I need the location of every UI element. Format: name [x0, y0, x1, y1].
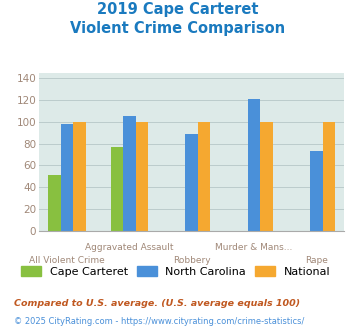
Text: 2019 Cape Carteret: 2019 Cape Carteret — [97, 2, 258, 16]
Bar — [48, 175, 61, 231]
Text: Compared to U.S. average. (U.S. average equals 100): Compared to U.S. average. (U.S. average … — [14, 299, 300, 308]
Bar — [310, 151, 323, 231]
Text: Robbery: Robbery — [173, 256, 211, 265]
Bar — [260, 122, 273, 231]
Text: Aggravated Assault: Aggravated Assault — [85, 243, 174, 251]
Text: All Violent Crime: All Violent Crime — [29, 256, 105, 265]
Text: © 2025 CityRating.com - https://www.cityrating.com/crime-statistics/: © 2025 CityRating.com - https://www.city… — [14, 317, 305, 326]
Bar — [111, 147, 123, 231]
Bar — [323, 122, 335, 231]
Bar — [73, 122, 86, 231]
Bar — [123, 116, 136, 231]
Bar — [136, 122, 148, 231]
Bar — [198, 122, 211, 231]
Bar — [61, 124, 73, 231]
Text: Violent Crime Comparison: Violent Crime Comparison — [70, 21, 285, 36]
Text: Murder & Mans...: Murder & Mans... — [215, 243, 293, 251]
Legend: Cape Carteret, North Carolina, National: Cape Carteret, North Carolina, National — [16, 262, 335, 281]
Bar — [185, 134, 198, 231]
Text: Rape: Rape — [305, 256, 328, 265]
Bar — [248, 99, 260, 231]
